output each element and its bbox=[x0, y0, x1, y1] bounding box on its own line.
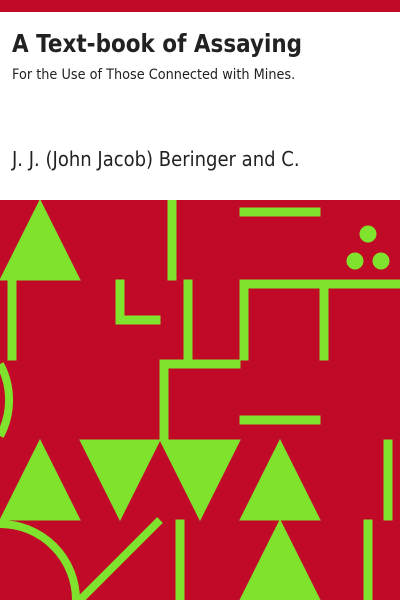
book-title: A Text-book of Assaying bbox=[12, 29, 303, 58]
dot-shape bbox=[372, 252, 390, 270]
diagonal-line-shape bbox=[77, 517, 163, 600]
bar-shape bbox=[183, 279, 193, 361]
triangle-up-shape bbox=[0, 438, 81, 521]
bar-shape bbox=[7, 279, 17, 361]
triangle-up-shape bbox=[239, 518, 321, 600]
triangle-down-shape bbox=[159, 439, 241, 522]
triangle-up-shape bbox=[0, 200, 81, 281]
bar-shape bbox=[167, 200, 177, 281]
bar-shape bbox=[159, 359, 169, 441]
bar-shape bbox=[239, 279, 249, 361]
cover-pattern-art bbox=[0, 200, 400, 600]
bar-shape bbox=[159, 359, 241, 369]
book-subtitle: For the Use of Those Connected with Mine… bbox=[12, 67, 296, 83]
bar-shape bbox=[175, 519, 185, 600]
arc-shape bbox=[0, 520, 80, 600]
book-author: J. J. (John Jacob) Beringer and C. bbox=[12, 147, 300, 171]
dot-shape bbox=[359, 225, 377, 243]
top-color-bar bbox=[0, 0, 400, 12]
triangle-down-shape bbox=[79, 439, 161, 522]
bar-shape bbox=[115, 315, 161, 325]
arc-shape bbox=[0, 362, 13, 438]
bar-shape bbox=[239, 207, 321, 217]
bar-shape bbox=[319, 279, 329, 361]
bar-shape bbox=[239, 415, 321, 425]
dot-shape bbox=[346, 252, 364, 270]
bar-shape bbox=[363, 519, 373, 600]
bar-shape bbox=[383, 439, 393, 521]
